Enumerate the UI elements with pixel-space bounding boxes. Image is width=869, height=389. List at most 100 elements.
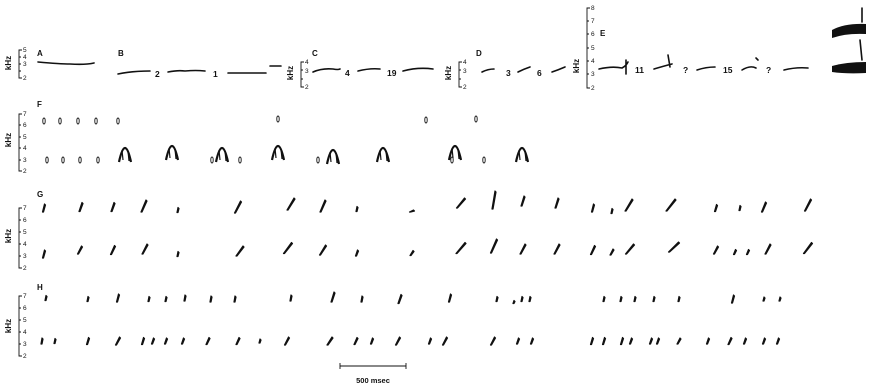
panel-h-note-upper-16 (528, 295, 532, 303)
panel-h-note-upper-17 (602, 295, 606, 303)
panel-h: kHz 7 6 5 4 3 2 H (4, 283, 782, 360)
panel-f-arch-detail-6 (451, 147, 460, 160)
panel-a-ylabel: kHz (4, 56, 13, 70)
panel-c-letter: C (312, 49, 318, 58)
panel-h-note-lower-19 (515, 337, 521, 345)
panel-h-note-upper-11 (397, 293, 403, 305)
panel-c-tick-4: 4 (305, 59, 309, 66)
panel-f-loop-low-1 (61, 156, 65, 164)
panel-h-tick-4: 4 (23, 329, 27, 336)
panel-f-loop-extra-3 (276, 115, 280, 123)
scale-bar-line (339, 363, 407, 369)
panel-g-note-upper-13 (554, 197, 560, 209)
panel-h-note-lower-24 (628, 337, 634, 345)
panel-g-note-lower-8 (354, 249, 360, 257)
panel-h-note-upper-13 (495, 295, 499, 303)
panel-g-note-upper-15 (610, 207, 614, 215)
panel-e-tick-6: 6 (591, 31, 595, 38)
panel-h-note-upper-3 (147, 295, 151, 303)
panel-g-tick-2: 2 (23, 265, 27, 272)
panel-g-note-lower-19 (732, 248, 738, 256)
panel-c: kHz 4 3 2 C 4 19 (286, 49, 434, 91)
panel-h-note-upper-22 (730, 294, 736, 304)
panel-g-note-lower-2 (109, 244, 117, 256)
panel-h-note-lower-15 (394, 336, 402, 346)
panel-g-note-upper-11 (491, 190, 497, 210)
panel-g-tick-3: 3 (23, 253, 27, 260)
panel-b-note-1: 1 (213, 69, 218, 79)
panel-h-note-lower-18 (489, 336, 497, 346)
panel-f-arch-1 (164, 144, 180, 161)
panel-f-arch-6 (447, 144, 463, 161)
panel-f-tick-3: 3 (23, 157, 27, 164)
panel-c-note-19: 19 (387, 68, 397, 78)
panel-e: kHz 8 7 6 5 4 3 2 E 11 ? 15 ? (572, 5, 866, 92)
panel-h-note-lower-17 (441, 336, 449, 346)
panel-a-tick-2: 2 (23, 75, 27, 82)
panel-f-arch-7 (514, 146, 530, 163)
panel-e-tick-5: 5 (591, 45, 595, 52)
panel-h-note-lower-29 (727, 336, 733, 346)
panel-g-note-lower-17 (667, 241, 681, 253)
panel-h-tick-5: 5 (23, 317, 27, 324)
panel-h-note-lower-26 (655, 337, 661, 345)
panel-g-note-lower-10 (455, 241, 467, 255)
panel-e-tick-4: 4 (591, 58, 595, 65)
panel-f-arch-detail-0 (121, 149, 130, 162)
panel-f-letter: F (37, 100, 42, 109)
panel-h-note-lower-16 (427, 337, 433, 345)
panel-b-whistle-1 (117, 70, 151, 75)
panel-h-note-upper-6 (209, 295, 213, 303)
panel-g-axis (18, 207, 22, 269)
panel-e-tick-2: 2 (591, 85, 595, 92)
panel-g-note-lower-18 (712, 245, 720, 255)
panel-d-ylabel: kHz (444, 66, 453, 80)
panel-f-loop-extra-2 (238, 156, 242, 164)
panel-h-note-upper-20 (652, 295, 656, 303)
panel-h-note-upper-14 (512, 299, 516, 305)
panel-f-tick-5: 5 (23, 134, 27, 141)
panel-c-note-4: 4 (345, 68, 350, 78)
panel-h-note-upper-21 (677, 295, 681, 303)
panel-a: kHz 5 4 3 2 A (4, 47, 95, 82)
panel-h-note-upper-7 (233, 295, 237, 303)
panel-h-note-lower-23 (619, 336, 625, 346)
panel-f: kHz 7 6 5 4 3 2 F (4, 100, 530, 175)
panel-g-note-lower-7 (318, 244, 328, 256)
panel-h-note-upper-5 (183, 294, 187, 302)
panel-f-loop-low-3 (96, 156, 100, 164)
panel-g-note-lower-12 (519, 243, 527, 255)
panel-f-loop-high-3 (94, 117, 98, 125)
panel-h-note-lower-13 (353, 336, 359, 346)
panel-g-note-lower-15 (609, 248, 615, 256)
panel-f-ylabel: kHz (4, 133, 13, 147)
panel-g-tick-4: 4 (23, 241, 27, 248)
panel-g-tick-6: 6 (23, 217, 27, 224)
panel-f-arch-detail-1 (168, 147, 177, 160)
panel-h-note-upper-23 (762, 296, 766, 302)
panel-h-tick-3: 3 (23, 341, 27, 348)
panel-c-axis (300, 61, 304, 88)
panel-f-loop-high-0 (42, 117, 46, 125)
panel-h-note-lower-3 (114, 336, 122, 346)
panel-h-letter: H (37, 283, 43, 292)
panel-f-loop-extra-4 (316, 156, 320, 164)
panel-g-note-upper-19 (738, 204, 742, 212)
panel-f-loop-extra-1 (210, 156, 214, 164)
panel-b-letter: B (118, 49, 124, 58)
panel-c-ylabel: kHz (286, 66, 295, 80)
panel-h-note-upper-0 (44, 294, 48, 302)
panel-c-whistle-1 (312, 68, 341, 73)
panel-f-tick-6: 6 (23, 122, 27, 129)
panel-h-note-lower-28 (705, 337, 711, 345)
panel-h-note-upper-2 (115, 293, 121, 303)
panel-f-loop-extra-5 (424, 116, 428, 124)
panel-g-note-lower-9 (409, 249, 415, 257)
panel-g-note-upper-1 (78, 201, 84, 213)
panel-e-whistle-3 (696, 66, 716, 71)
panel-d-tick-2: 2 (463, 84, 467, 91)
panel-h-notes (40, 291, 782, 346)
panel-d-tick-4: 4 (463, 59, 467, 66)
scale-bar: 500 msec (339, 363, 407, 385)
panel-f-loop-low-2 (78, 156, 82, 164)
